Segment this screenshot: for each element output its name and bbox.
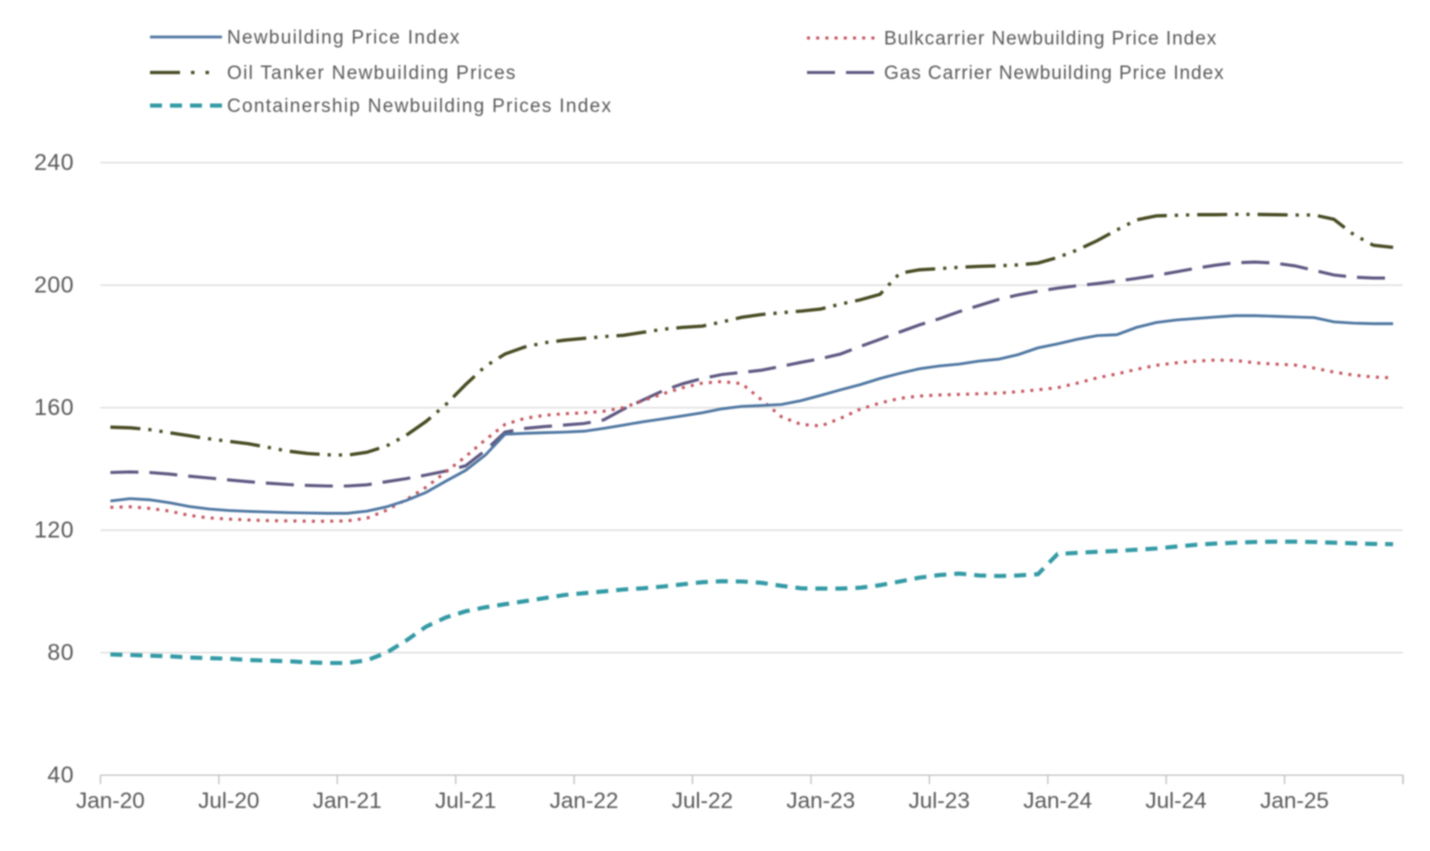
svg-text:40: 40 (47, 762, 74, 788)
svg-text:Containership Newbuilding Pric: Containership Newbuilding Prices Index (227, 96, 612, 117)
svg-text:Jan-20: Jan-20 (76, 788, 145, 813)
svg-text:Jul-23: Jul-23 (909, 788, 970, 813)
svg-text:Jan-24: Jan-24 (1023, 788, 1092, 813)
svg-text:Jan-23: Jan-23 (786, 788, 855, 813)
svg-text:120: 120 (34, 517, 74, 543)
svg-text:80: 80 (47, 639, 74, 665)
svg-text:160: 160 (34, 394, 74, 420)
svg-text:Jan-22: Jan-22 (550, 788, 619, 813)
svg-text:240: 240 (34, 149, 74, 175)
svg-text:Jan-21: Jan-21 (313, 788, 382, 813)
svg-text:200: 200 (34, 272, 74, 298)
svg-text:Gas Carrier Newbuilding Price: Gas Carrier Newbuilding Price Index (884, 63, 1225, 84)
svg-text:Bulkcarrier Newbuilding Price: Bulkcarrier Newbuilding Price Index (884, 29, 1217, 50)
svg-text:Jan-25: Jan-25 (1260, 788, 1329, 813)
svg-text:Jul-21: Jul-21 (435, 788, 496, 813)
svg-text:Jul-20: Jul-20 (198, 788, 259, 813)
svg-text:Jul-24: Jul-24 (1145, 788, 1206, 813)
svg-text:Newbuilding Price Index: Newbuilding Price Index (227, 28, 461, 49)
svg-text:Jul-22: Jul-22 (672, 788, 733, 813)
svg-text:Oil Tanker Newbuilding Prices: Oil Tanker Newbuilding Prices (227, 63, 517, 84)
